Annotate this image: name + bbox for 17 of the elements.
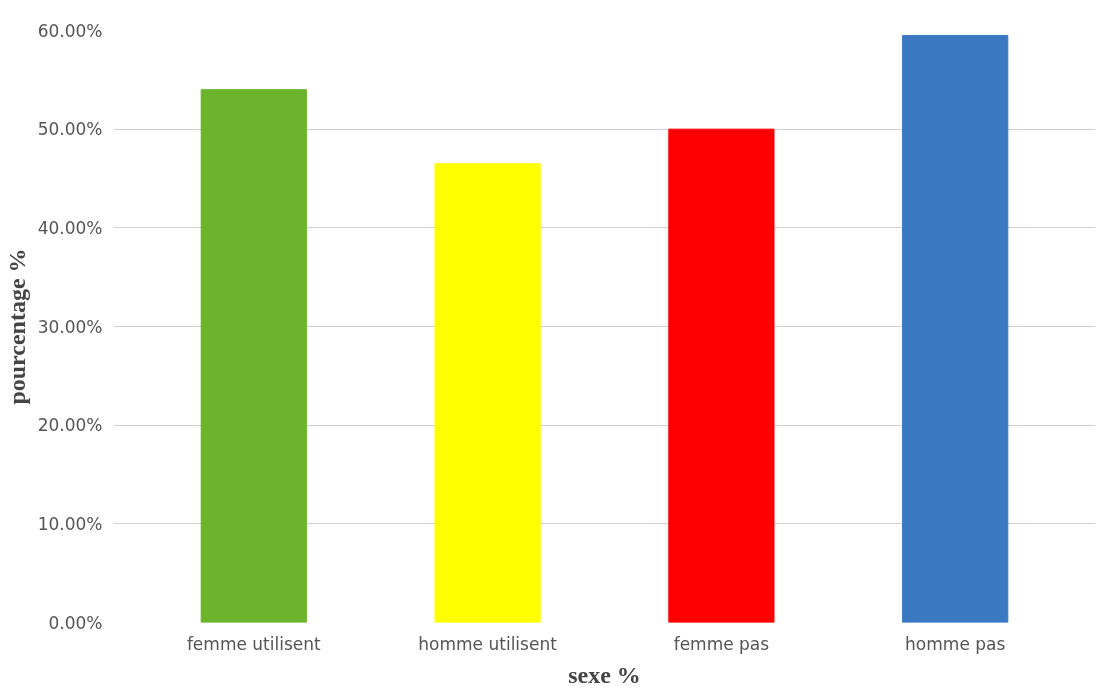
bar bbox=[200, 89, 307, 623]
x-tick-label: femme pas bbox=[673, 633, 770, 654]
x-tick-label: homme pas bbox=[905, 633, 1006, 654]
y-tick-label: 40.00% bbox=[37, 217, 103, 238]
y-tick-label: 50.00% bbox=[37, 119, 103, 140]
y-tick-label: 0.00% bbox=[48, 612, 103, 633]
y-axis-title: pourcentage % bbox=[3, 248, 30, 405]
x-tick-label: femme utilisent bbox=[186, 633, 322, 654]
y-tick-label: 60.00% bbox=[37, 20, 103, 41]
x-axis-title: sexe % bbox=[568, 661, 641, 688]
y-tick-label: 20.00% bbox=[37, 415, 103, 436]
bar bbox=[434, 163, 541, 623]
y-tick-label: 10.00% bbox=[37, 513, 103, 534]
bar bbox=[668, 128, 775, 623]
bar bbox=[902, 34, 1009, 623]
x-tick-label: homme utilisent bbox=[418, 633, 558, 654]
y-tick-label: 30.00% bbox=[37, 316, 103, 337]
